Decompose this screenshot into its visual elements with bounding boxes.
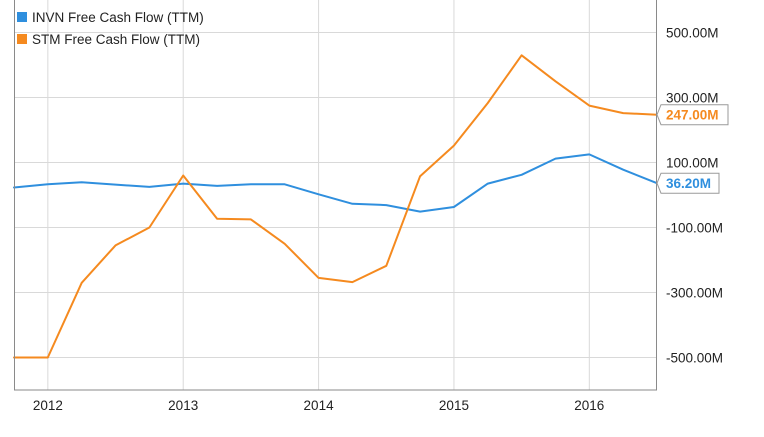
plot-frame [14, 0, 657, 391]
legend-swatch-stm [17, 34, 27, 44]
legend-label-stm: STM Free Cash Flow (TTM) [32, 32, 200, 47]
legend-swatch-invn [17, 12, 27, 22]
end-value-box [656, 104, 729, 126]
y-tick-label: 500.00M [666, 26, 719, 41]
y-tick-label: -300.00M [666, 286, 723, 301]
end-value-label-invn: 36.20M [656, 172, 720, 194]
series-line-stm [13, 54, 658, 359]
y-tick-label: 100.00M [666, 156, 719, 171]
end-value-label-stm: 247.00M [656, 104, 729, 126]
end-value-text: 247.00M [666, 108, 719, 123]
series-layer [13, 54, 658, 359]
grid-layer [14, 0, 657, 390]
x-tick-label: 2014 [304, 398, 335, 413]
x-tick-label: 2016 [574, 398, 604, 413]
y-tick-label: -500.00M [666, 351, 723, 366]
series-line-invn [13, 153, 658, 213]
x-tick-label: 2013 [168, 398, 198, 413]
end-value-text: 36.20M [666, 176, 711, 191]
y-tick-label: 300.00M [666, 91, 719, 106]
x-tick-label: 2012 [33, 398, 63, 413]
axis-layer: 500.00M 300.00M 100.00M -100.00M -300.00M -50… [33, 26, 723, 414]
legend-label-invn: INVN Free Cash Flow (TTM) [32, 10, 204, 25]
end-value-box [656, 172, 720, 194]
x-tick-label: 2015 [439, 398, 469, 413]
legend: INVN Free Cash Flow (TTM) STM Free Cash F… [17, 10, 204, 47]
y-tick-label: -100.00M [666, 221, 723, 236]
end-label-layer: 36.20M 247.00M [656, 104, 729, 194]
